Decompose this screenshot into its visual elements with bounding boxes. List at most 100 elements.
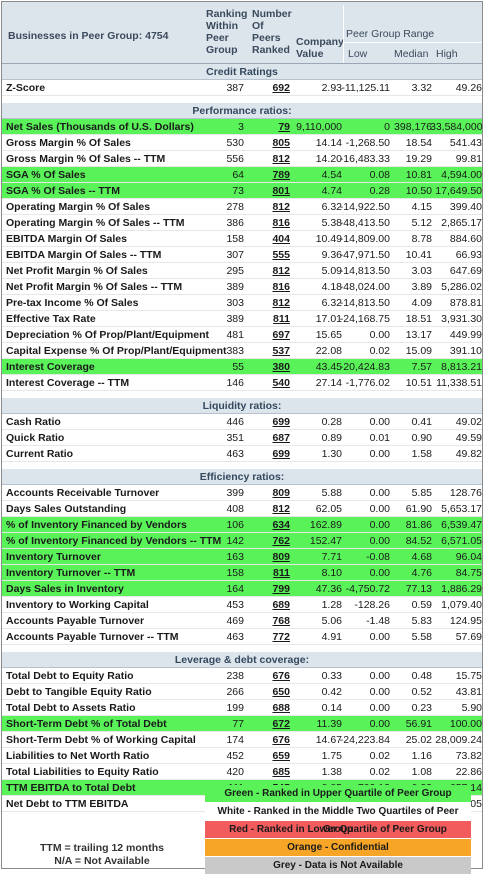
rank-within-peer-group: 408 xyxy=(226,503,244,515)
peers-ranked-link[interactable]: 634 xyxy=(272,519,290,531)
peers-ranked-link[interactable]: 805 xyxy=(272,137,290,149)
rank-within-peer-group: 453 xyxy=(226,599,244,611)
peers-ranked-link[interactable]: 685 xyxy=(272,766,290,778)
peer-median: 0.52 xyxy=(411,686,432,698)
peers-ranked-link[interactable]: 812 xyxy=(272,153,290,165)
metric-name: Z-Score xyxy=(6,82,46,94)
peers-ranked-link[interactable]: 692 xyxy=(272,82,290,94)
peer-median: 4.09 xyxy=(411,297,432,309)
table-row: Inventory Turnover -- TTM 158 811 8.10 0.00 4… xyxy=(2,565,482,581)
peers-ranked-link[interactable]: 799 xyxy=(272,583,290,595)
metric-name: Operating Margin % Of Sales xyxy=(6,201,151,213)
peers-ranked-link[interactable]: 540 xyxy=(272,377,290,389)
company-value: 162.89 xyxy=(309,519,342,531)
metric-name: Capital Expense % Of Prop/Plant/Equipmen… xyxy=(6,345,227,357)
peers-ranked-link[interactable]: 768 xyxy=(272,615,290,627)
peers-ranked-link[interactable]: 789 xyxy=(272,169,290,181)
metric-name: % of Inventory Financed by Vendors -- TT… xyxy=(6,535,222,547)
peer-high: 33,584,000 xyxy=(430,121,483,133)
rank-within-peer-group: 481 xyxy=(226,329,244,341)
peers-ranked-link[interactable]: 811 xyxy=(273,313,290,325)
rank-within-peer-group: 64 xyxy=(232,169,244,181)
peers-ranked-link[interactable]: 650 xyxy=(272,686,290,698)
rank-within-peer-group: 420 xyxy=(226,766,244,778)
peers-ranked-link[interactable]: 812 xyxy=(272,503,290,515)
table-row: Z-Score 387 692 2.93 -11,125.11 3.32 49.26 xyxy=(2,80,482,96)
table-row: Quick Ratio 351 687 0.89 0.01 0.90 49.59 xyxy=(2,430,482,446)
peers-ranked-link[interactable]: 79 xyxy=(278,121,290,133)
company-value: 0.28 xyxy=(321,416,342,428)
peer-low: -1,776.02 xyxy=(345,377,390,389)
peers-ranked-link[interactable]: 676 xyxy=(272,734,290,746)
section-title: Leverage & debt coverage: xyxy=(174,654,310,666)
peers-ranked-link[interactable]: 537 xyxy=(272,345,290,357)
section-header: Leverage & debt coverage: xyxy=(2,652,482,668)
table-row: Days Sales Outstanding 408 812 62.05 0.00 61.… xyxy=(2,501,482,517)
company-value: 15.65 xyxy=(315,329,342,341)
peers-ranked-link[interactable]: 659 xyxy=(272,750,290,762)
ranking-header: Ranking Within Peer Group xyxy=(206,8,247,56)
peer-low: -14,809.00 xyxy=(339,233,390,245)
peer-median: 10.51 xyxy=(405,377,432,389)
peers-ranked-link[interactable]: 699 xyxy=(272,448,290,460)
table-row: Capital Expense % Of Prop/Plant/Equipmen… xyxy=(2,343,482,359)
peers-ranked-link[interactable]: 812 xyxy=(272,265,290,277)
peers-ranked-link[interactable]: 687 xyxy=(272,432,290,444)
peers-ranked-link[interactable]: 699 xyxy=(272,416,290,428)
peer-low: -14,813.50 xyxy=(339,297,390,309)
peer-median: 81.86 xyxy=(405,519,432,531)
peers-ranked-link[interactable]: 676 xyxy=(272,670,290,682)
peers-ranked-link[interactable]: 772 xyxy=(272,631,290,643)
peer-low: 0.00 xyxy=(369,503,390,515)
peers-ranked-link[interactable]: 811 xyxy=(273,567,290,579)
peers-ranked-link[interactable]: 809 xyxy=(272,551,290,563)
peers-ranked-link[interactable]: 688 xyxy=(272,702,290,714)
company-value: 4.18 xyxy=(321,281,342,293)
section-title: Liquidity ratios: xyxy=(202,400,282,412)
table-row: Operating Margin % Of Sales -- TTM 386 816… xyxy=(2,215,482,231)
peers-ranked-link[interactable]: 801 xyxy=(272,185,290,197)
rank-within-peer-group: 3 xyxy=(238,121,244,133)
section-spacer xyxy=(2,645,482,652)
peer-median: 398,176 xyxy=(394,121,432,133)
company-value: 5.88 xyxy=(321,487,342,499)
peer-high: 4,594.00 xyxy=(441,169,482,181)
peer-low: 0.02 xyxy=(369,766,390,778)
peer-low: -11,125.11 xyxy=(341,82,390,94)
peer-low: -0.08 xyxy=(366,551,390,563)
peers-ranked-link[interactable]: 816 xyxy=(272,217,290,229)
company-value: 6.32 xyxy=(321,297,342,309)
peers-ranked-link[interactable]: 380 xyxy=(272,361,290,373)
rank-within-peer-group: 383 xyxy=(226,345,244,357)
rank-within-peer-group: 238 xyxy=(226,670,244,682)
peers-ranked-link[interactable]: 555 xyxy=(272,249,290,261)
peers-ranked-link[interactable]: 672 xyxy=(272,718,290,730)
peers-ranked-link[interactable]: 697 xyxy=(272,329,290,341)
rank-within-peer-group: 55 xyxy=(232,361,244,373)
peer-median: 5.12 xyxy=(411,217,432,229)
peer-range-header: Peer Group Range xyxy=(346,28,435,40)
table-row: Pre-tax Income % Of Sales 303 812 6.32 -14,8… xyxy=(2,295,482,311)
rank-within-peer-group: 463 xyxy=(226,631,244,643)
company-header-line: Company xyxy=(296,36,344,48)
peers-ranked-link[interactable]: 762 xyxy=(272,535,290,547)
table-header: Businesses in Peer Group: 4754 Ranking W… xyxy=(2,2,482,64)
metric-name: EBITDA Margin Of Sales xyxy=(6,233,127,245)
section-spacer xyxy=(2,462,482,469)
peers-header-line: Number xyxy=(252,8,292,20)
company-value-header: Company Value xyxy=(296,36,344,60)
company-value: 1.38 xyxy=(321,766,342,778)
table-row: Net Sales (Thousands of U.S. Dollars) 3 79… xyxy=(2,119,483,135)
peer-median: 0.59 xyxy=(411,599,432,611)
peers-ranked-link[interactable]: 812 xyxy=(272,201,290,213)
peers-ranked-link[interactable]: 809 xyxy=(272,487,290,499)
table-row: Short-Term Debt % of Working Capital 174 6… xyxy=(2,732,482,748)
peers-ranked-link[interactable]: 816 xyxy=(272,281,290,293)
peers-ranked-link[interactable]: 404 xyxy=(272,233,290,245)
peers-ranked-link[interactable]: 812 xyxy=(272,297,290,309)
peer-median: 0.41 xyxy=(411,416,432,428)
peers-ranked-link[interactable]: 689 xyxy=(272,599,290,611)
peer-high: 100.00 xyxy=(449,718,482,730)
company-value: 1.30 xyxy=(321,448,342,460)
rank-within-peer-group: 556 xyxy=(226,153,244,165)
